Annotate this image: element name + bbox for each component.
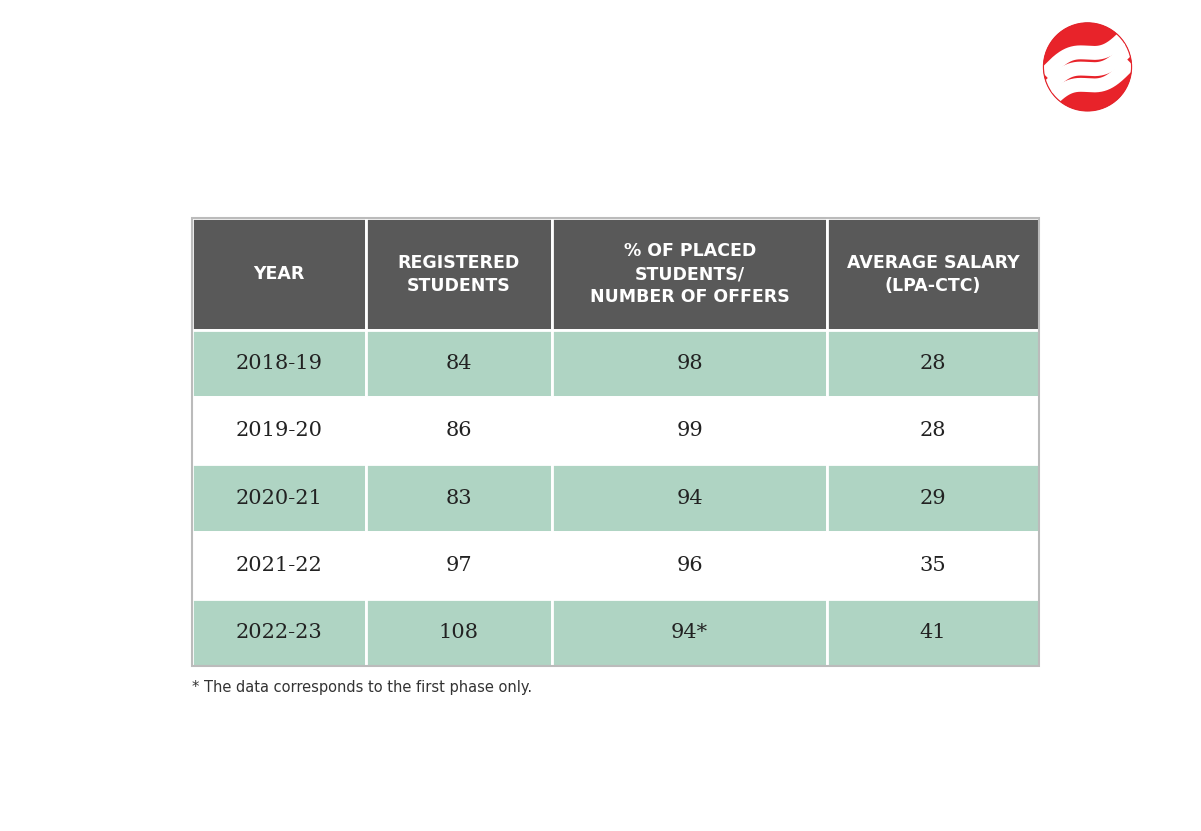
Text: 108: 108: [438, 623, 479, 642]
Text: YEAR: YEAR: [253, 265, 305, 283]
FancyBboxPatch shape: [365, 532, 552, 599]
Text: 83: 83: [446, 489, 472, 508]
Circle shape: [1044, 23, 1131, 111]
FancyBboxPatch shape: [552, 218, 827, 330]
Text: 96: 96: [676, 556, 703, 575]
FancyBboxPatch shape: [192, 330, 365, 397]
Text: 2020-21: 2020-21: [235, 489, 322, 508]
Text: * The data corresponds to the first phase only.: * The data corresponds to the first phas…: [192, 680, 532, 695]
FancyBboxPatch shape: [365, 330, 552, 397]
FancyBboxPatch shape: [192, 218, 365, 330]
Text: 2021-22: 2021-22: [235, 556, 322, 575]
Text: 94: 94: [676, 489, 703, 508]
Text: 41: 41: [920, 623, 946, 642]
Text: % OF PLACED
STUDENTS/
NUMBER OF OFFERS: % OF PLACED STUDENTS/ NUMBER OF OFFERS: [590, 242, 789, 306]
FancyBboxPatch shape: [552, 532, 827, 599]
FancyBboxPatch shape: [552, 599, 827, 666]
FancyBboxPatch shape: [552, 397, 827, 465]
FancyBboxPatch shape: [192, 532, 365, 599]
FancyBboxPatch shape: [365, 218, 552, 330]
Text: 99: 99: [676, 421, 703, 440]
Text: 2018-19: 2018-19: [235, 354, 322, 373]
FancyBboxPatch shape: [365, 397, 552, 465]
Text: 2022-23: 2022-23: [235, 623, 322, 642]
Text: 98: 98: [676, 354, 703, 373]
FancyBboxPatch shape: [827, 397, 1039, 465]
FancyBboxPatch shape: [827, 218, 1039, 330]
Text: 84: 84: [446, 354, 472, 373]
Text: 35: 35: [920, 556, 946, 575]
FancyBboxPatch shape: [552, 330, 827, 397]
Text: 28: 28: [920, 354, 946, 373]
FancyBboxPatch shape: [365, 465, 552, 532]
FancyBboxPatch shape: [827, 465, 1039, 532]
FancyBboxPatch shape: [192, 599, 365, 666]
FancyBboxPatch shape: [192, 397, 365, 465]
Text: 28: 28: [920, 421, 946, 440]
FancyBboxPatch shape: [827, 330, 1039, 397]
Text: 29: 29: [920, 489, 946, 508]
Text: 94*: 94*: [671, 623, 709, 642]
FancyBboxPatch shape: [827, 599, 1039, 666]
FancyBboxPatch shape: [827, 532, 1039, 599]
FancyBboxPatch shape: [365, 599, 552, 666]
FancyBboxPatch shape: [192, 465, 365, 532]
FancyBboxPatch shape: [552, 465, 827, 532]
Text: 97: 97: [446, 556, 472, 575]
Text: 86: 86: [446, 421, 472, 440]
Text: REGISTERED
STUDENTS: REGISTERED STUDENTS: [398, 253, 520, 294]
Text: 2019-20: 2019-20: [235, 421, 322, 440]
Text: AVERAGE SALARY
(LPA-CTC): AVERAGE SALARY (LPA-CTC): [847, 253, 1020, 294]
